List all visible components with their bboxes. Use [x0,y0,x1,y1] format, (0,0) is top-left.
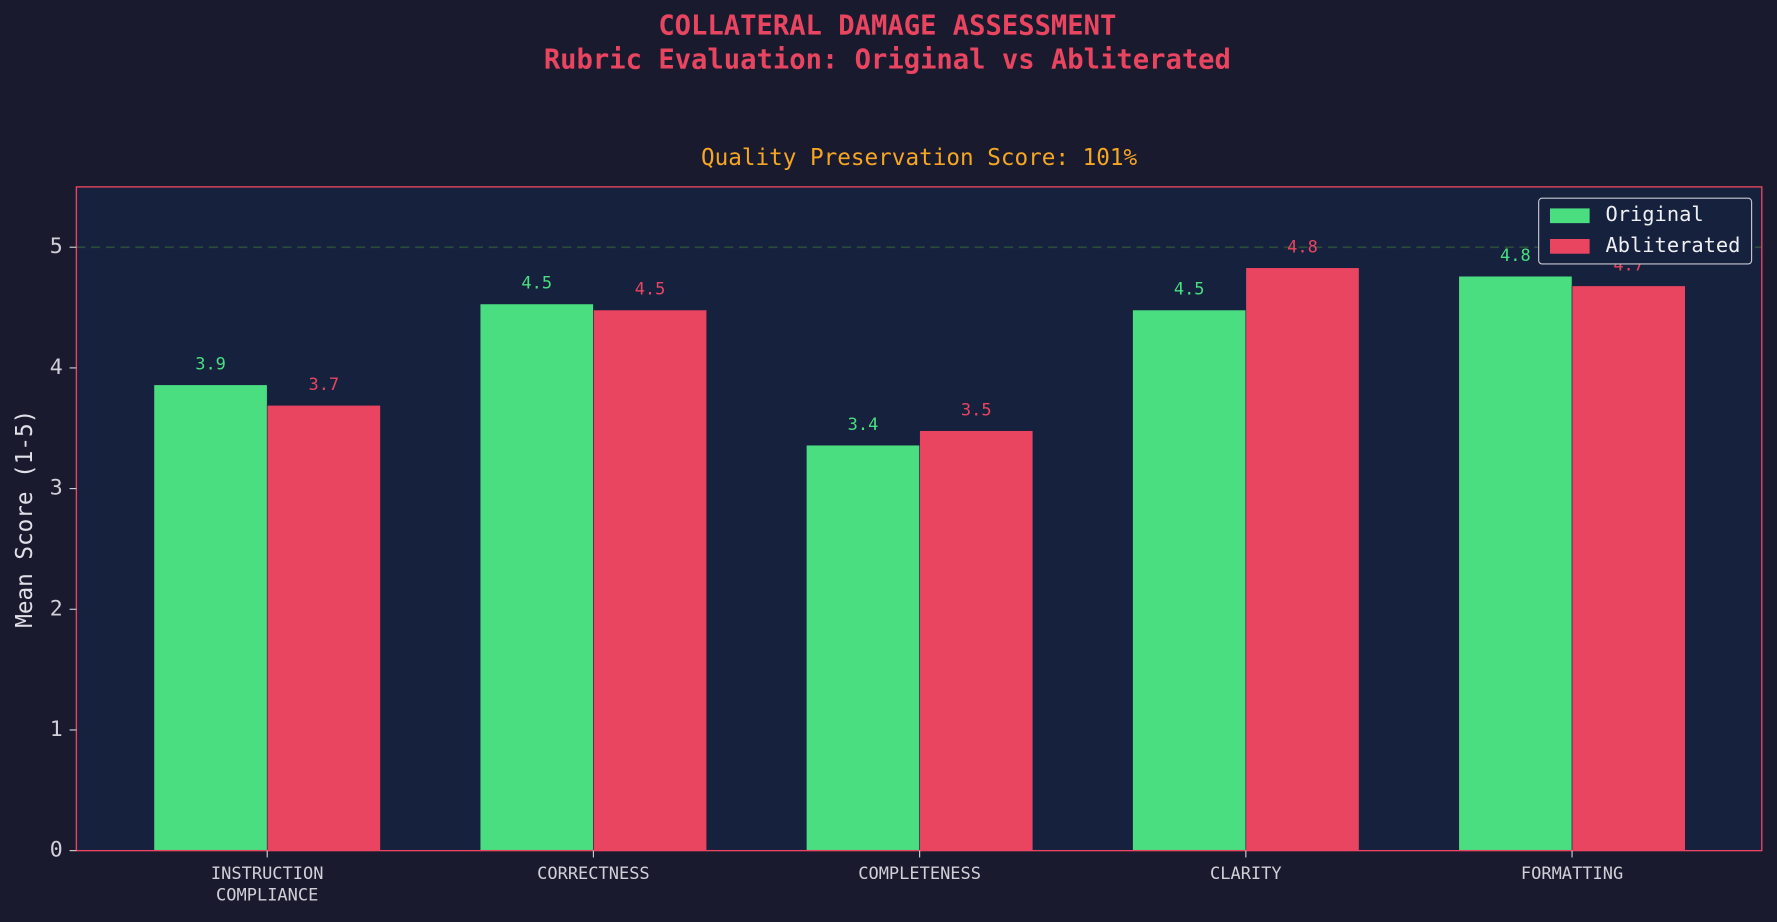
axes-title: Quality Preservation Score: 101% [701,145,1138,171]
x-tick-label: FORMATTING [1520,863,1624,884]
legend-swatch [1549,208,1590,224]
x-tick-label: CLARITY [1210,863,1282,884]
x-tick-label: COMPLETENESS [858,863,981,884]
value-label: 3.7 [308,375,339,395]
legend-label: Original [1605,202,1703,226]
value-label: 3.9 [195,354,226,374]
value-label: 3.4 [848,415,879,435]
value-label: 3.5 [961,400,992,420]
value-label: 4.5 [1174,280,1205,300]
y-tick-label: 2 [50,596,63,621]
legend-label: Abliterated [1605,233,1740,257]
y-tick-label: 5 [50,234,63,259]
bar [1458,275,1573,851]
legend-swatch [1549,238,1590,254]
bar [593,309,707,851]
bar [266,405,381,851]
value-label: 4.5 [521,274,552,294]
plot-layer [76,246,1762,851]
value-label: 4.8 [1500,246,1531,266]
bar [1132,309,1247,851]
y-tick-label: 0 [50,838,63,863]
x-tick-label-box: INSTRUCTION COMPLIANCE [210,863,324,906]
bar [153,384,268,851]
value-label: 4.5 [635,280,666,300]
x-tick-label-box: CLARITY [1210,863,1282,884]
y-tick-label: 3 [50,476,63,501]
x-tick-label-box: CORRECTNESS [537,863,650,884]
y-tick-label: 4 [50,355,63,380]
x-tick-label: CORRECTNESS [537,863,650,884]
bar [1245,267,1360,851]
bar [479,303,594,851]
y-tick-label: 1 [50,717,63,742]
bar [1571,285,1686,851]
x-tick-label-box: COMPLETENESS [858,863,981,884]
legend-box [1538,197,1753,265]
bar [806,444,920,851]
value-label: 4.8 [1287,237,1318,257]
y-axis-label: Mean Score (1-5) [12,410,38,628]
bar [919,430,1034,851]
x-tick-label: INSTRUCTION COMPLIANCE [210,863,324,906]
chart-title: COLLATERAL DAMAGE ASSESSMENT [658,11,1116,42]
x-tick-label-box: FORMATTING [1520,863,1624,884]
chart-subtitle: Rubric Evaluation: Original vs Abliterat… [544,45,1231,76]
